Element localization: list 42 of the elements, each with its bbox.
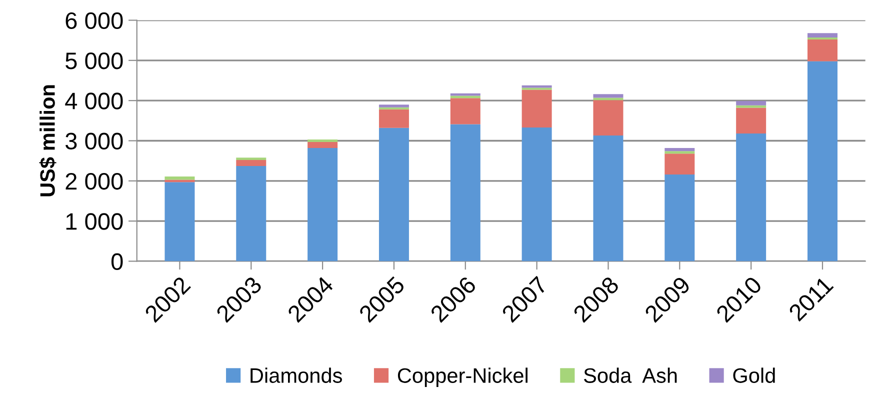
bar bbox=[807, 40, 838, 62]
bar bbox=[522, 90, 552, 128]
bar bbox=[450, 93, 480, 96]
bar bbox=[450, 124, 480, 262]
legend-label: Soda Ash bbox=[584, 368, 677, 383]
bar bbox=[807, 61, 838, 262]
bar bbox=[236, 160, 266, 166]
bar bbox=[236, 158, 266, 160]
bar bbox=[522, 127, 552, 262]
bar bbox=[664, 154, 695, 174]
y-tick-label: 5 000 bbox=[66, 52, 123, 70]
y-axis-title: US$ million bbox=[39, 85, 56, 196]
y-tick-label: 0 bbox=[111, 253, 123, 270]
bar bbox=[378, 109, 409, 128]
bar bbox=[736, 100, 766, 106]
legend-label: Gold bbox=[733, 368, 775, 383]
legend-label: Copper-Nickel bbox=[398, 368, 528, 388]
bar bbox=[164, 176, 195, 180]
bar bbox=[593, 136, 624, 262]
y-tick-label: 6 000 bbox=[66, 12, 123, 30]
bar bbox=[378, 104, 409, 108]
bar bbox=[807, 33, 838, 38]
bar bbox=[664, 148, 695, 152]
y-tick-label: 1 000 bbox=[66, 213, 123, 230]
bar bbox=[664, 174, 695, 262]
bar bbox=[736, 105, 766, 108]
bar bbox=[593, 100, 624, 136]
bar bbox=[664, 151, 695, 154]
bar bbox=[450, 98, 480, 124]
bar bbox=[164, 180, 195, 182]
bar bbox=[736, 108, 766, 134]
bar bbox=[378, 128, 409, 262]
bar bbox=[236, 166, 266, 262]
bar bbox=[736, 134, 766, 262]
y-tick-label: 2 000 bbox=[66, 172, 123, 190]
bar bbox=[593, 94, 624, 98]
bar bbox=[308, 142, 338, 148]
y-tick-label: 4 000 bbox=[65, 92, 123, 110]
y-tick-label: 3 000 bbox=[65, 132, 123, 150]
bar bbox=[164, 182, 195, 262]
bar bbox=[308, 148, 338, 262]
legend-label: Diamonds bbox=[250, 368, 342, 383]
